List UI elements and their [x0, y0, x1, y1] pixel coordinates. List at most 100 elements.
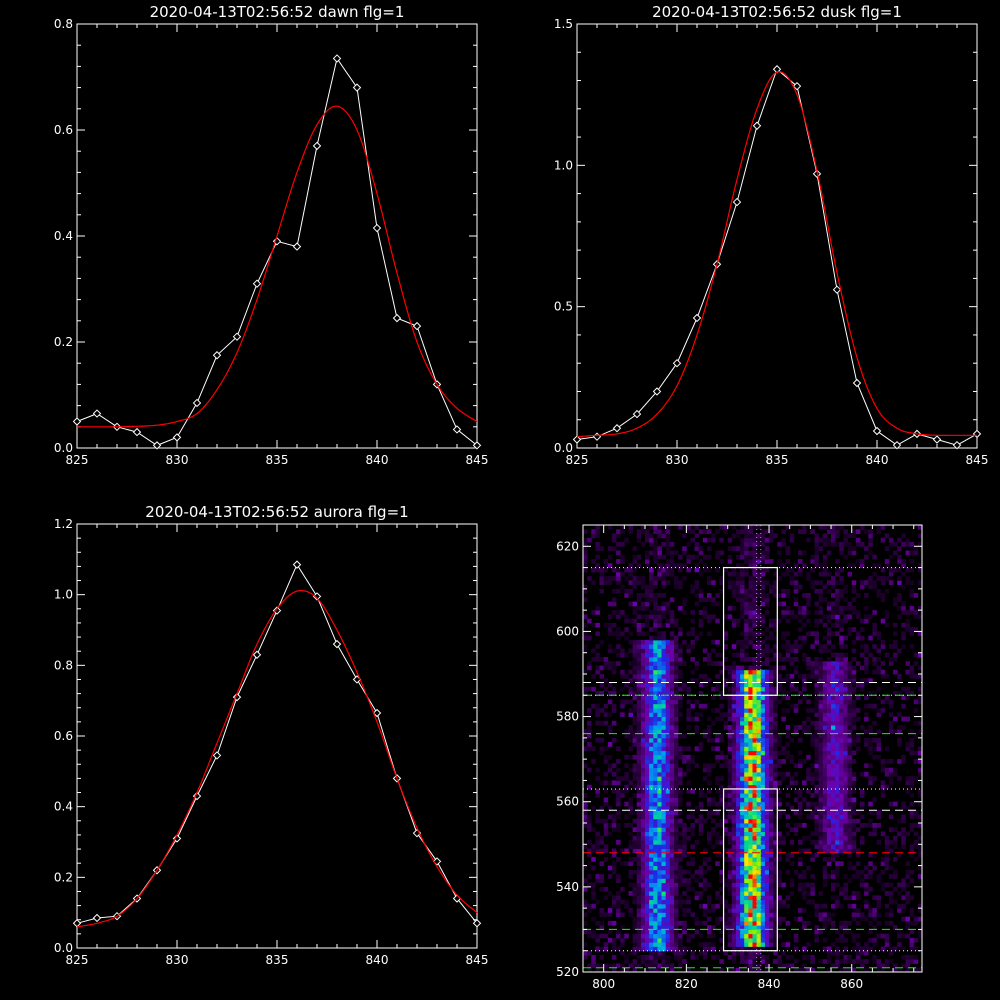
heatmap-cell: [860, 946, 865, 952]
heatmap-cell: [715, 831, 720, 837]
heatmap-cell: [674, 916, 679, 922]
heatmap-cell: [868, 801, 873, 807]
heatmap-cell: [669, 657, 675, 662]
heatmap-cell: [607, 661, 613, 666]
heatmap-cell: [876, 563, 881, 568]
heatmap-cell: [748, 682, 753, 688]
heatmap-cell: [748, 810, 753, 815]
heatmap-cell: [905, 716, 910, 722]
heatmap-cell: [814, 639, 819, 645]
heatmap-cell: [826, 788, 832, 794]
heatmap-cell: [752, 908, 757, 913]
heatmap-cell: [740, 814, 745, 820]
heatmap-cell: [649, 831, 654, 837]
heatmap-cell: [719, 754, 724, 760]
heatmap-cell: [657, 857, 662, 862]
heatmap-cell: [727, 725, 733, 730]
heatmap-cell: [736, 908, 741, 913]
heatmap-cell: [711, 533, 716, 539]
heatmap-cell: [847, 703, 853, 709]
heatmap-cell: [682, 882, 687, 888]
heatmap-cell: [839, 844, 844, 849]
heatmap-cell: [740, 529, 745, 534]
heatmap-cell: [657, 882, 662, 888]
heatmap-cell: [826, 657, 832, 662]
heatmap-cell: [624, 801, 629, 807]
heatmap-cell: [868, 886, 873, 892]
heatmap-cell: [694, 725, 700, 730]
heatmap-cell: [888, 882, 894, 888]
heatmap-cell: [674, 857, 679, 862]
heatmap-cell: [905, 806, 910, 811]
heatmap-cell: [752, 750, 757, 756]
heatmap-cell: [599, 546, 604, 551]
heatmap-cell: [624, 567, 629, 573]
heatmap-cell: [822, 699, 828, 705]
heatmap-cell: [905, 695, 910, 700]
heatmap-cell: [723, 916, 729, 922]
y-tick-label: 0.0: [54, 941, 73, 955]
heatmap-cell: [620, 776, 625, 781]
heatmap-cell: [814, 903, 819, 909]
heatmap-cell: [744, 622, 749, 628]
heatmap-cell: [669, 852, 675, 858]
heatmap-cell: [769, 699, 774, 705]
heatmap-cell: [702, 882, 708, 888]
heatmap-cell: [851, 891, 857, 896]
heatmap-cell: [773, 716, 778, 722]
heatmap-cell: [839, 759, 844, 764]
heatmap-cell: [611, 903, 617, 909]
heatmap-cell: [744, 840, 749, 845]
heatmap-cell: [864, 657, 869, 662]
heatmap-cell: [802, 946, 807, 952]
heatmap-cell: [847, 571, 853, 577]
heatmap-cell: [901, 605, 906, 611]
heatmap-cell: [731, 525, 737, 530]
heatmap-cell: [880, 597, 886, 603]
heatmap-cell: [653, 746, 658, 752]
heatmap-cell: [872, 912, 877, 918]
heatmap-cell: [624, 699, 629, 705]
heatmap-cell: [818, 746, 824, 752]
heatmap-cell: [715, 652, 720, 658]
heatmap-cell: [822, 533, 828, 539]
heatmap-cell: [698, 597, 704, 603]
heatmap-cell: [653, 614, 658, 620]
heatmap-cell: [702, 678, 708, 683]
heatmap-cell: [661, 759, 666, 764]
heatmap-cell: [760, 584, 766, 590]
heatmap-cell: [591, 895, 596, 901]
heatmap-cell: [719, 937, 724, 943]
heatmap-cell: [719, 793, 724, 798]
heatmap-cell: [653, 644, 658, 649]
heatmap-cell: [913, 593, 919, 598]
heatmap-cell: [748, 657, 753, 662]
heatmap-cell: [632, 618, 638, 624]
heatmap-cell: [636, 661, 642, 666]
heatmap-cell: [822, 801, 828, 807]
heatmap-cell: [657, 669, 662, 675]
heatmap-cell: [851, 737, 857, 743]
heatmap-cell: [583, 729, 588, 734]
heatmap-cell: [661, 584, 666, 590]
heatmap-cell: [649, 852, 654, 858]
heatmap-cell: [901, 946, 906, 952]
heatmap-cell: [740, 737, 745, 743]
heatmap-cell: [731, 644, 737, 649]
heatmap-cell: [855, 861, 861, 866]
heatmap-cell: [839, 635, 844, 641]
heatmap-cell: [744, 955, 749, 960]
heatmap-cell: [777, 733, 782, 739]
heatmap-cell: [649, 912, 654, 918]
heatmap-cell: [868, 746, 873, 752]
heatmap-cell: [661, 567, 666, 573]
heatmap-cell: [835, 955, 840, 960]
heatmap-cell: [814, 784, 819, 790]
heatmap-cell: [665, 601, 671, 607]
heatmap-cell: [789, 567, 795, 573]
heatmap-cell: [789, 674, 795, 679]
heatmap-cell: [769, 695, 774, 700]
heatmap-cell: [888, 542, 894, 547]
heatmap-cell: [736, 763, 741, 769]
